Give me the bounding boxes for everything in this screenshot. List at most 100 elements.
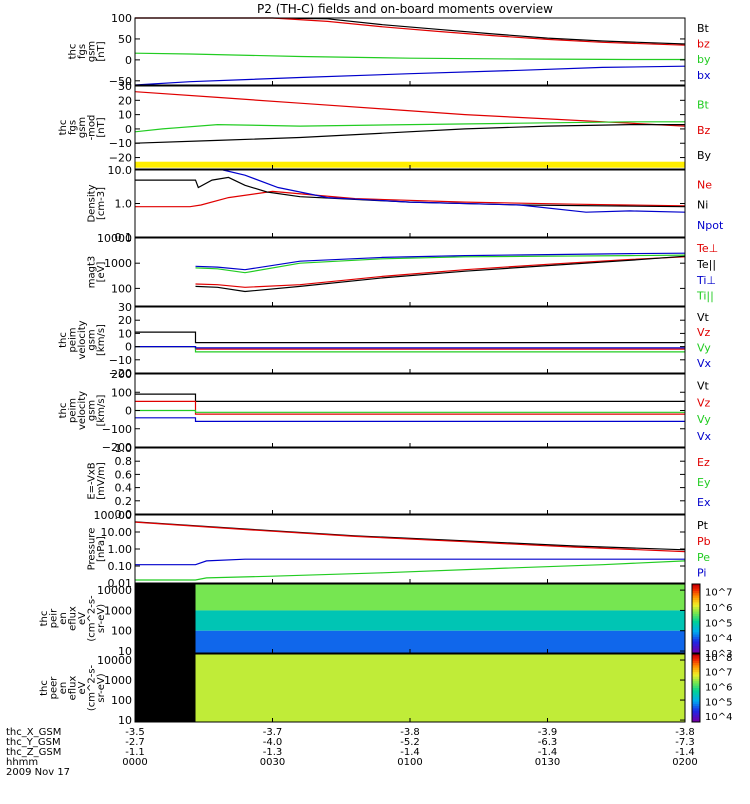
colorbar-segment (692, 658, 700, 662)
series-line (135, 558, 685, 566)
y-tick-label: 1.0 (115, 442, 133, 455)
y-tick-label: 0 (125, 341, 132, 354)
colorbar-segment (692, 650, 700, 654)
colorbar-segment (692, 692, 700, 696)
series-line (195, 252, 686, 271)
y-axis-label: velocity (77, 391, 88, 430)
colorbar-segment (692, 604, 700, 608)
y-axis-label: gsm (87, 41, 98, 62)
colorbar-segment (692, 699, 700, 703)
colorbar-segment (692, 678, 700, 682)
colorbar-segment (692, 703, 700, 707)
colorbar-segment (692, 694, 700, 698)
y-axis-label: gsm (87, 400, 98, 421)
colorbar-segment (692, 590, 700, 594)
ephemeris-label: thc_X_GSM (6, 727, 61, 738)
series-line (135, 190, 686, 208)
y-tick-label: 10 (118, 645, 132, 658)
colorbar-segment (692, 683, 700, 687)
series-line (134, 123, 685, 144)
y-tick-label: 100 (111, 12, 132, 25)
colorbar-tick-label: 10^5 (705, 697, 732, 708)
panel-frame (134, 373, 686, 448)
y-tick-label: 1000 (104, 604, 132, 617)
ephemeris-value: -3.9 (538, 727, 558, 738)
y-tick-label: −10 (109, 354, 132, 367)
colorbar-segment (692, 681, 700, 684)
series-line (195, 256, 686, 288)
chart-title: P2 (TH-C) fields and on-board moments ov… (257, 2, 553, 16)
colorbar-segment (692, 676, 700, 680)
colorbar-tick-label: 10^7 (705, 668, 732, 679)
y-axis-label: eflux (68, 606, 79, 631)
colorbar-tick-label: 10^4 (705, 634, 732, 645)
spectrogram-band (195, 610, 685, 631)
series-line (135, 346, 685, 349)
y-axis-label: gsm (87, 329, 98, 350)
ephemeris-value: -5.2 (400, 737, 420, 748)
y-tick-label: 100 (111, 625, 132, 638)
colorbar-segment (692, 712, 700, 716)
time-tick-label: 0100 (397, 757, 422, 768)
legend-entry: bz (697, 38, 710, 51)
y-tick-label: −20 (109, 152, 132, 165)
colorbar-frame (691, 583, 701, 654)
ephemeris-value: -4.0 (263, 737, 283, 748)
y-axis-label: thc (39, 611, 50, 627)
ephemeris-label: thc_Y_GSM (6, 737, 61, 748)
y-tick-label: 0.2 (115, 495, 133, 508)
colorbar-segment (692, 701, 700, 705)
colorbar-segment (692, 625, 700, 629)
legend-entry: Bz (697, 124, 711, 137)
y-tick-label: 1000 (104, 674, 132, 687)
colorbar-segment (692, 586, 700, 590)
colorbar-segment (692, 674, 700, 678)
y-axis-label: peim (68, 327, 79, 352)
panel-frame (134, 447, 686, 515)
colorbar-segment (692, 609, 700, 613)
y-axis-label: E=-VxB (87, 462, 98, 499)
y-tick-label: 1000 (104, 257, 132, 270)
y-tick-label: 0 (125, 54, 132, 67)
ephemeris-value: -1.4 (538, 747, 558, 758)
y-tick-label: 0 (125, 405, 132, 418)
y-axis-label: en (58, 612, 69, 625)
colorbar-segment (692, 634, 700, 638)
y-axis-label: thc (58, 332, 69, 348)
ephemeris-value: -3.7 (263, 727, 283, 738)
colorbar-segment (692, 660, 700, 664)
y-axis-label: en (58, 682, 69, 695)
y-axis-label: [km/s] (96, 394, 107, 426)
colorbar-tick-label: 10^6 (705, 603, 732, 614)
y-axis-label: thc (68, 44, 79, 60)
ephemeris-value: -1.4 (400, 747, 420, 758)
y-tick-label: 100 (111, 282, 132, 295)
ephemeris-label: thc_Z_GSM (6, 747, 61, 758)
colorbar-segment (692, 593, 700, 596)
legend-entry: Vz (697, 326, 711, 339)
colorbar-segment (692, 688, 700, 691)
legend-entry: Ti|| (696, 290, 714, 303)
y-tick-label: 10 (118, 327, 132, 340)
y-tick-label: 0.1 (115, 231, 133, 244)
series-line (195, 254, 686, 274)
y-tick-label: −10 (109, 137, 132, 150)
ephemeris-value: -3.8 (675, 727, 695, 738)
legend-entry: Vz (697, 396, 711, 409)
y-tick-label: 20 (118, 94, 132, 107)
colorbar-tick-label: 10^7 (705, 588, 732, 599)
colorbar-segment (692, 672, 700, 675)
legend-entry: Vx (697, 357, 712, 370)
legend-entry: Npot (697, 219, 724, 232)
y-axis-label: gsm (77, 117, 88, 138)
series-line (135, 400, 685, 415)
legend-entry: Vx (697, 430, 712, 443)
legend-entry: Ni (697, 199, 708, 212)
colorbar-segment (692, 630, 700, 633)
legend-entry: Ne (697, 178, 712, 191)
y-axis-label: [mV/m] (96, 462, 107, 500)
y-axis-label: eV (77, 612, 88, 625)
y-tick-label: 0 (125, 123, 132, 136)
y-tick-label: 200 (111, 368, 132, 381)
legend-entry: Pi (697, 567, 706, 580)
